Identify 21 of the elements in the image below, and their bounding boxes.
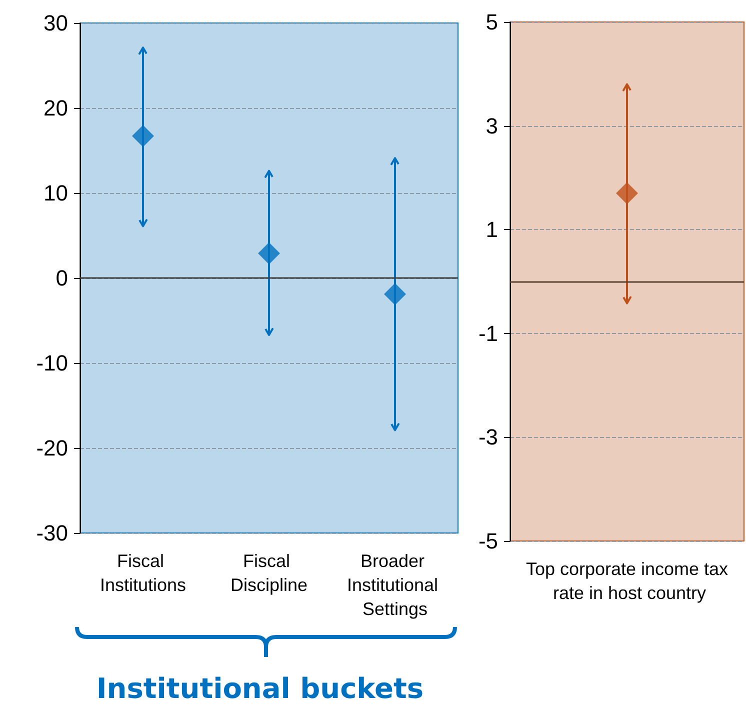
point [258, 242, 280, 264]
y-tick-label: 10 [44, 180, 68, 206]
y-tick-label: -5 [478, 528, 498, 554]
y-tick-label: -30 [36, 520, 68, 546]
y-tick-label: 20 [44, 96, 68, 120]
x-tick-label: Fiscal Discipline [230, 551, 308, 595]
x-tick-label: Top corporate income tax rate in host country [526, 559, 728, 603]
y-tick-label: -3 [478, 424, 498, 450]
x-tick-label: Fiscal Institutions [100, 551, 186, 595]
y-tick-label: 1 [486, 217, 498, 242]
point [132, 125, 154, 148]
y-tick-label: -20 [36, 436, 68, 460]
text: Institutional buckets [95, 672, 425, 705]
y-tick-label: -10 [36, 350, 68, 376]
y-tick-label: 0 [56, 266, 68, 290]
y-tick-label: 5 [486, 10, 498, 34]
y-tick-label: -1 [478, 320, 498, 346]
y-tick-label: 30 [44, 10, 68, 36]
x-tick-label: Broader Institutional Settings [346, 551, 444, 619]
y-tick-label: 3 [486, 113, 498, 138]
point [384, 283, 406, 306]
